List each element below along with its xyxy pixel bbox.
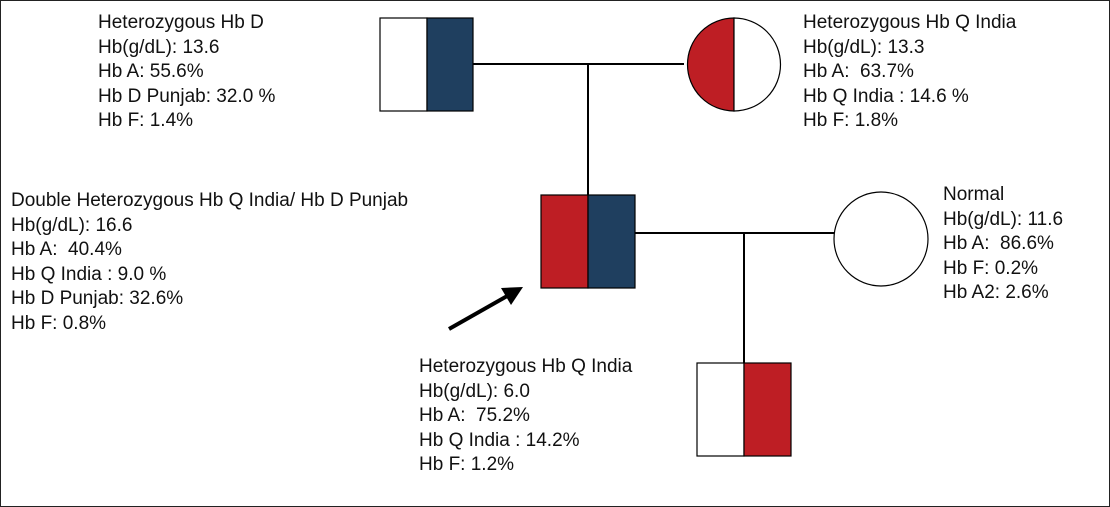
proband-line: Hb D Punjab: 32.6% [11, 288, 184, 310]
proband-arrow-icon [448, 287, 523, 331]
child-info: Heterozygous Hb Q India Hb(g/dL): 6.0 Hb… [419, 355, 632, 478]
mother-line: Hb Q India : 14.6 % [803, 85, 969, 107]
wife-line: Hb(g/dL): 11.6 [943, 208, 1064, 230]
mother-line: Hb F: 1.8% [803, 110, 899, 132]
child-line: Hb A: 75.2% [419, 405, 530, 427]
child-line: Hb Q India : 14.2% [419, 429, 580, 451]
wife-line: Hb A: 86.6% [943, 233, 1054, 255]
child-line: Hb F: 1.2% [419, 454, 515, 476]
mother-line: Hb(g/dL): 13.3 [803, 36, 925, 58]
father-line: Hb(g/dL): 13.6 [98, 36, 220, 58]
father-line: Hb F: 1.4% [98, 110, 194, 132]
mother-line: Hb A: 63.7% [803, 61, 914, 83]
wife-title: Normal [943, 184, 1005, 205]
father-title: Heterozygous Hb D [98, 12, 264, 33]
child-title: Heterozygous Hb Q India [419, 356, 633, 377]
wife-info: Normal Hb(g/dL): 11.6 Hb A: 86.6% Hb F: … [943, 183, 1063, 306]
child-symbol [696, 362, 792, 457]
proband-line: Hb(g/dL): 16.6 [11, 214, 133, 236]
child-line: Hb(g/dL): 6.0 [419, 380, 530, 402]
proband-title: Double Heterozygous Hb Q India/ Hb D Pun… [11, 190, 409, 211]
father-info: Heterozygous Hb D Hb(g/dL): 13.6 Hb A: 5… [98, 11, 275, 134]
mother-title: Heterozygous Hb Q India [803, 12, 1017, 33]
proband-line: Hb F: 0.8% [11, 312, 107, 334]
wife-line: Hb A2: 2.6% [943, 282, 1049, 304]
mother-info: Heterozygous Hb Q India Hb(g/dL): 13.3 H… [803, 11, 1016, 134]
father-symbol [379, 17, 474, 112]
mother-symbol [686, 17, 782, 112]
wife-symbol [833, 191, 929, 287]
proband-line: Hb Q India : 9.0 % [11, 263, 167, 285]
proband-line: Hb A: 40.4% [11, 239, 122, 261]
father-line: Hb D Punjab: 32.0 % [98, 85, 276, 107]
father-line: Hb A: 55.6% [98, 61, 204, 83]
proband-symbol [540, 194, 636, 289]
proband-info: Double Heterozygous Hb Q India/ Hb D Pun… [11, 189, 408, 337]
wife-line: Hb F: 0.2% [943, 257, 1039, 279]
